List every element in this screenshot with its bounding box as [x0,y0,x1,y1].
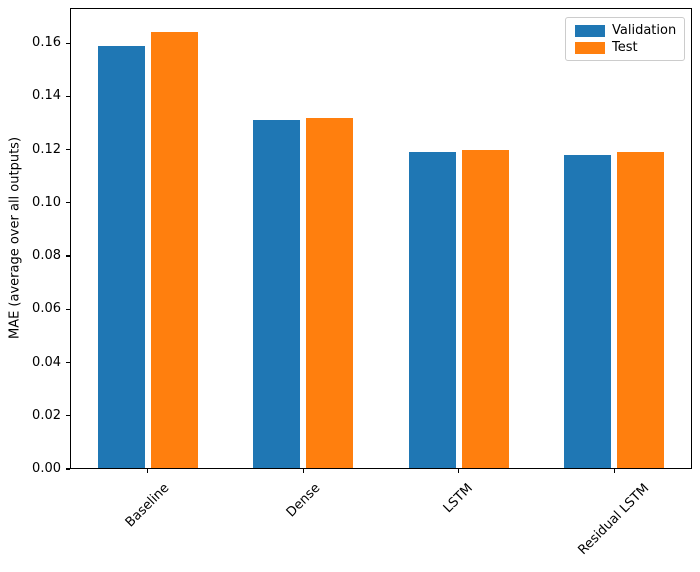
x-tick-label: Residual LSTM [575,481,653,558]
y-tick-mark [66,308,70,310]
legend-entry-test: Test [575,40,675,55]
y-axis-label: MAE (average over all outputs) [7,136,23,340]
y-tick-mark [66,415,70,417]
x-tick-label: Baseline [123,480,173,531]
y-tick-mark [66,361,70,364]
legend-swatch-test [575,41,605,54]
y-tick-mark [66,149,70,151]
y-tick-mark [66,42,70,44]
y-tick-label: 0.14 [32,88,61,104]
bar-test-baseline [150,32,198,469]
legend-swatch-validation [575,24,605,37]
y-tick-label: 0.08 [32,248,61,264]
bar-validation-lstm [408,152,456,469]
y-tick-mark [66,95,70,97]
bar-test-dense [306,117,353,469]
y-tick-label: 0.04 [32,354,61,370]
x-tick-mark [613,469,615,473]
x-tick-mark [458,469,460,473]
y-tick-mark [66,468,70,470]
y-tick-label: 0.12 [32,141,61,157]
y-tick-label: 0.00 [32,461,61,476]
y-tick-label: 0.10 [32,194,61,210]
y-tick-label: 0.06 [32,301,61,317]
legend-label-validation: Validation [612,23,677,38]
y-tick-mark [66,202,70,204]
bar-validation-residual-lstm [564,154,612,469]
x-tick-label: Dense [283,480,324,521]
legend-label-test: Test [612,40,638,55]
y-tick-label: 0.16 [32,35,61,51]
legend-box: Validation Test [565,17,685,61]
bar-test-lstm [461,149,509,469]
bar-validation-baseline [97,45,145,469]
x-tick-label: LSTM [441,481,477,517]
bar-validation-dense [253,120,301,469]
legend-entry-validation: Validation [575,23,677,38]
bar-test-residual-lstm [617,152,664,469]
x-tick-mark [302,469,304,473]
y-tick-mark [66,255,70,257]
x-tick-mark [147,469,149,473]
y-tick-label: 0.02 [32,407,61,423]
